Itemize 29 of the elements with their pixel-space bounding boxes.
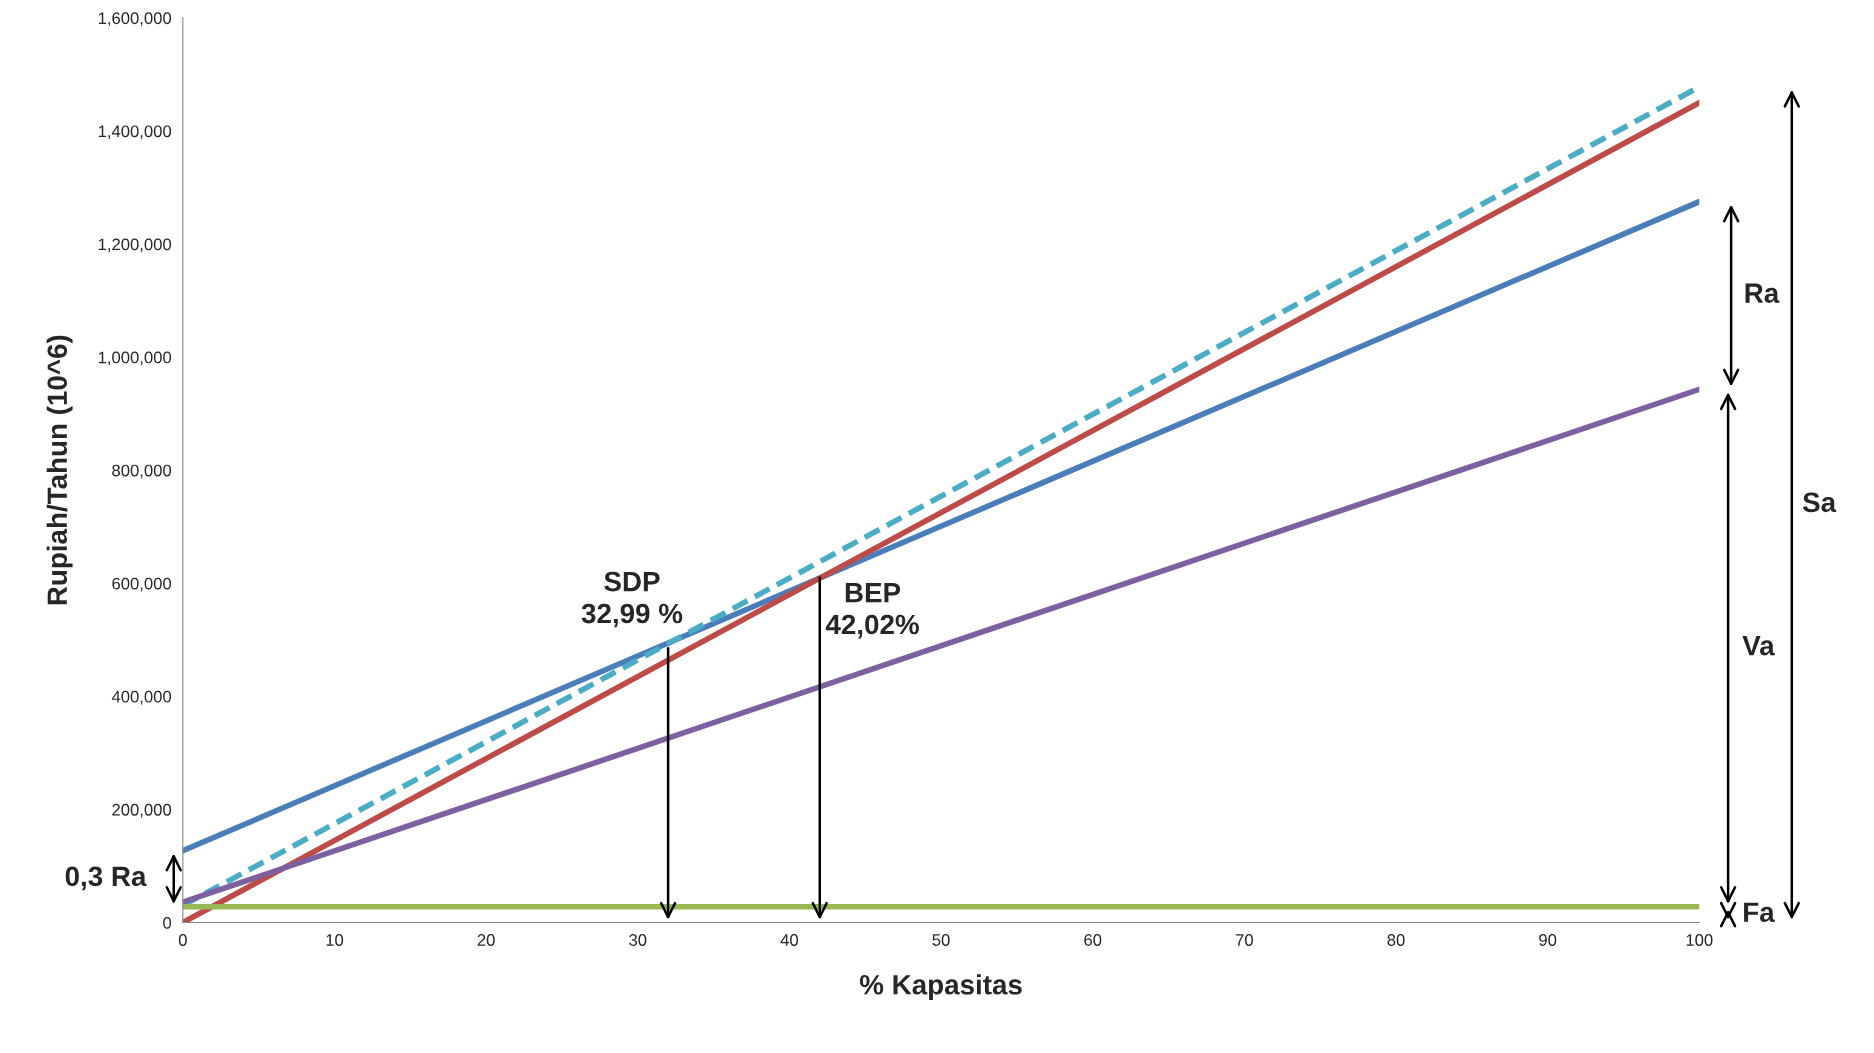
x-tick-label: 0 bbox=[178, 934, 187, 946]
y-tick-label: 200,000 bbox=[112, 803, 172, 818]
x-tick-label: 20 bbox=[477, 934, 495, 946]
text: Va bbox=[1742, 636, 1775, 656]
x-tick-label: 100 bbox=[1686, 934, 1713, 946]
text: 0,3 Ra bbox=[65, 866, 147, 891]
text: Ra bbox=[1745, 283, 1780, 303]
x-tick-label: 60 bbox=[1084, 934, 1102, 946]
annotation: SDP 32,99 % bbox=[581, 571, 683, 628]
y-tick-label: 1,600,000 bbox=[98, 12, 172, 27]
y-tick-label: 0 bbox=[163, 916, 172, 929]
x-axis-title: % Kapasitas bbox=[859, 974, 1022, 1001]
x-tick-label: 50 bbox=[932, 934, 950, 946]
annotation: BEP 42,02% bbox=[825, 583, 919, 639]
y-tick-label: 1,400,000 bbox=[98, 125, 172, 140]
text: Sa bbox=[1802, 492, 1837, 513]
text: Fa bbox=[1744, 902, 1775, 923]
y-tick-label: 1,000,000 bbox=[98, 351, 172, 366]
x-tick-label: 40 bbox=[780, 934, 799, 946]
y-axis-title: Rupiah/Tahun (10^6) bbox=[46, 335, 73, 605]
x-tick-label: 70 bbox=[1235, 934, 1253, 946]
y-tick-label: 1,200,000 bbox=[98, 238, 172, 253]
y-tick-label: 800,000 bbox=[112, 464, 172, 479]
y-tick-label: 400,000 bbox=[111, 690, 172, 705]
x-tick-label: 80 bbox=[1387, 934, 1405, 946]
x-tick-label: 90 bbox=[1539, 934, 1557, 946]
x-tick-label: 10 bbox=[326, 934, 344, 946]
x-tick-label: 30 bbox=[629, 934, 647, 946]
y-tick-label: 600,000 bbox=[112, 577, 172, 592]
